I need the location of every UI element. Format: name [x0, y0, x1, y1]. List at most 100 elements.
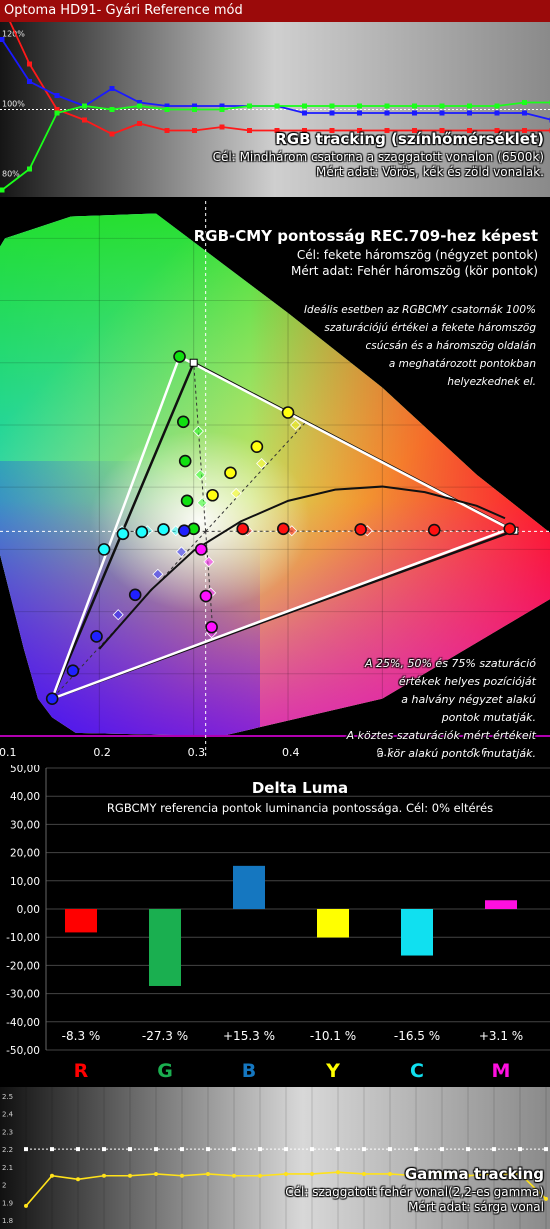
luma-category-label: C [410, 1060, 424, 1082]
measured-point [116, 527, 130, 541]
target-vertex-point [189, 358, 198, 367]
measured-point [236, 522, 250, 536]
gamut-x-tick-label: 0.5 [376, 746, 394, 759]
rgb-point [27, 79, 32, 84]
gamma-point [232, 1173, 236, 1178]
rgb-point [164, 107, 170, 112]
gamma-point [440, 1171, 444, 1176]
saturation-guide-line [193, 362, 207, 532]
rgb-y-tick-label: 80% [2, 170, 20, 179]
rgb-point [357, 128, 362, 133]
gamut-x-tick-label: 0.1 [0, 746, 17, 759]
measured-point [97, 543, 111, 556]
rgb-point [109, 131, 115, 137]
target-point [175, 546, 187, 558]
delta-luma-subtitle: RGBCMY referencia pontok luminancia pont… [106, 801, 494, 815]
saturation-guide-line [205, 421, 307, 532]
gamma-target-point [440, 1147, 444, 1152]
rgb-point [109, 86, 115, 91]
luma-category-label: R [74, 1060, 89, 1082]
gamma-target-point [232, 1147, 236, 1152]
luma-value-label: -27.3 % [142, 1029, 188, 1043]
luma-bar [485, 900, 517, 909]
gamma-chart: 2.5 2.4 2.3 2.2 2.1 2 1.9 1.8 [0, 1087, 550, 1229]
luma-y-tick-label: -30,00 [6, 989, 40, 1001]
gamma-target-point [50, 1147, 54, 1152]
luma-y-tick-label: 40,00 [10, 791, 40, 803]
rgb-point [192, 103, 197, 109]
rgb-point [439, 128, 445, 133]
gamma-point [466, 1173, 470, 1178]
gamma-point [76, 1177, 80, 1182]
gamma-point [388, 1171, 392, 1176]
luma-category-label: Y [325, 1060, 340, 1082]
measured-point [281, 406, 295, 419]
gamma-point [102, 1173, 106, 1178]
luma-bar [149, 909, 181, 986]
rgb-point [522, 128, 527, 133]
rgb-point [54, 110, 60, 116]
rgb-tracking-panel: 120% 100% 80% RGB tracking (színhőmérsékle… [0, 22, 550, 197]
measured-point [224, 466, 237, 480]
target-point [112, 609, 124, 621]
luma-category-label: B [242, 1060, 256, 1082]
measured-point [177, 524, 191, 538]
gamma-point [544, 1196, 548, 1201]
gamut-target: Cél: fekete háromszög (négyzet pontok) [296, 248, 538, 262]
gamma-point [492, 1171, 496, 1176]
measured-point [90, 630, 103, 643]
gamma-target-point [388, 1147, 392, 1152]
measured-point [128, 588, 142, 602]
delta-luma-chart: 50,00 40,00 30,00 20,00 10,00 0,00 -10,00 -20,0… [0, 765, 550, 1086]
rgb-point [219, 124, 225, 130]
measured-point [205, 620, 218, 634]
gamut-note-saturation: A 25%, 50% és 75% szaturáció értékek hely… [346, 657, 536, 760]
rgb-point [0, 187, 5, 193]
gamma-panel: 2.5 2.4 2.3 2.2 2.1 2 1.9 1.8 Gamma tracking Cé… [0, 1087, 550, 1229]
rgb-point [137, 121, 142, 126]
luma-y-tick-label: 30,00 [10, 819, 40, 831]
target-point [194, 469, 206, 481]
gamma-point [414, 1173, 418, 1178]
gamut-x-tick-label: 0.6 [471, 746, 489, 759]
gamma-target-point [206, 1147, 210, 1152]
rgb-point [412, 103, 417, 109]
gamma-point [180, 1173, 184, 1178]
rgb-point [82, 117, 87, 123]
rgb-point [27, 61, 32, 67]
rgb-point [0, 37, 5, 42]
gamma-target-point [310, 1147, 314, 1152]
measured-point [503, 522, 517, 536]
luma-value-label: +15.3 % [223, 1029, 275, 1043]
target-point [152, 568, 164, 580]
gamma-point [518, 1171, 522, 1176]
luma-y-tick-label: 0,00 [17, 904, 40, 916]
gamma-point [258, 1173, 262, 1178]
rgb-point [219, 107, 225, 112]
gamma-target-point [544, 1147, 548, 1152]
rgb-point [274, 128, 280, 133]
luma-y-tick-label: 50,00 [10, 765, 40, 775]
luma-y-tick-label: 10,00 [10, 876, 40, 888]
gamma-point [336, 1170, 340, 1175]
rgb-point [329, 110, 335, 116]
target-point [203, 556, 215, 568]
rgb-point [164, 103, 170, 109]
rgb-point [467, 103, 472, 109]
rgb-point [467, 128, 472, 133]
rgb-point [54, 93, 60, 98]
gamma-point [50, 1173, 54, 1178]
target-point [230, 487, 242, 499]
rgb-point [27, 166, 32, 172]
luma-bar [65, 909, 97, 933]
rgb-point [439, 110, 445, 116]
measured-point [250, 440, 264, 454]
rgb-point [494, 110, 500, 116]
rgb-point [137, 103, 142, 109]
measured-point [173, 350, 186, 363]
measured-point [45, 692, 59, 705]
rgb-point [494, 128, 500, 133]
luma-category-label: M [492, 1060, 511, 1082]
measured-point [427, 523, 441, 537]
luma-y-tick-label: -40,00 [6, 1017, 40, 1029]
